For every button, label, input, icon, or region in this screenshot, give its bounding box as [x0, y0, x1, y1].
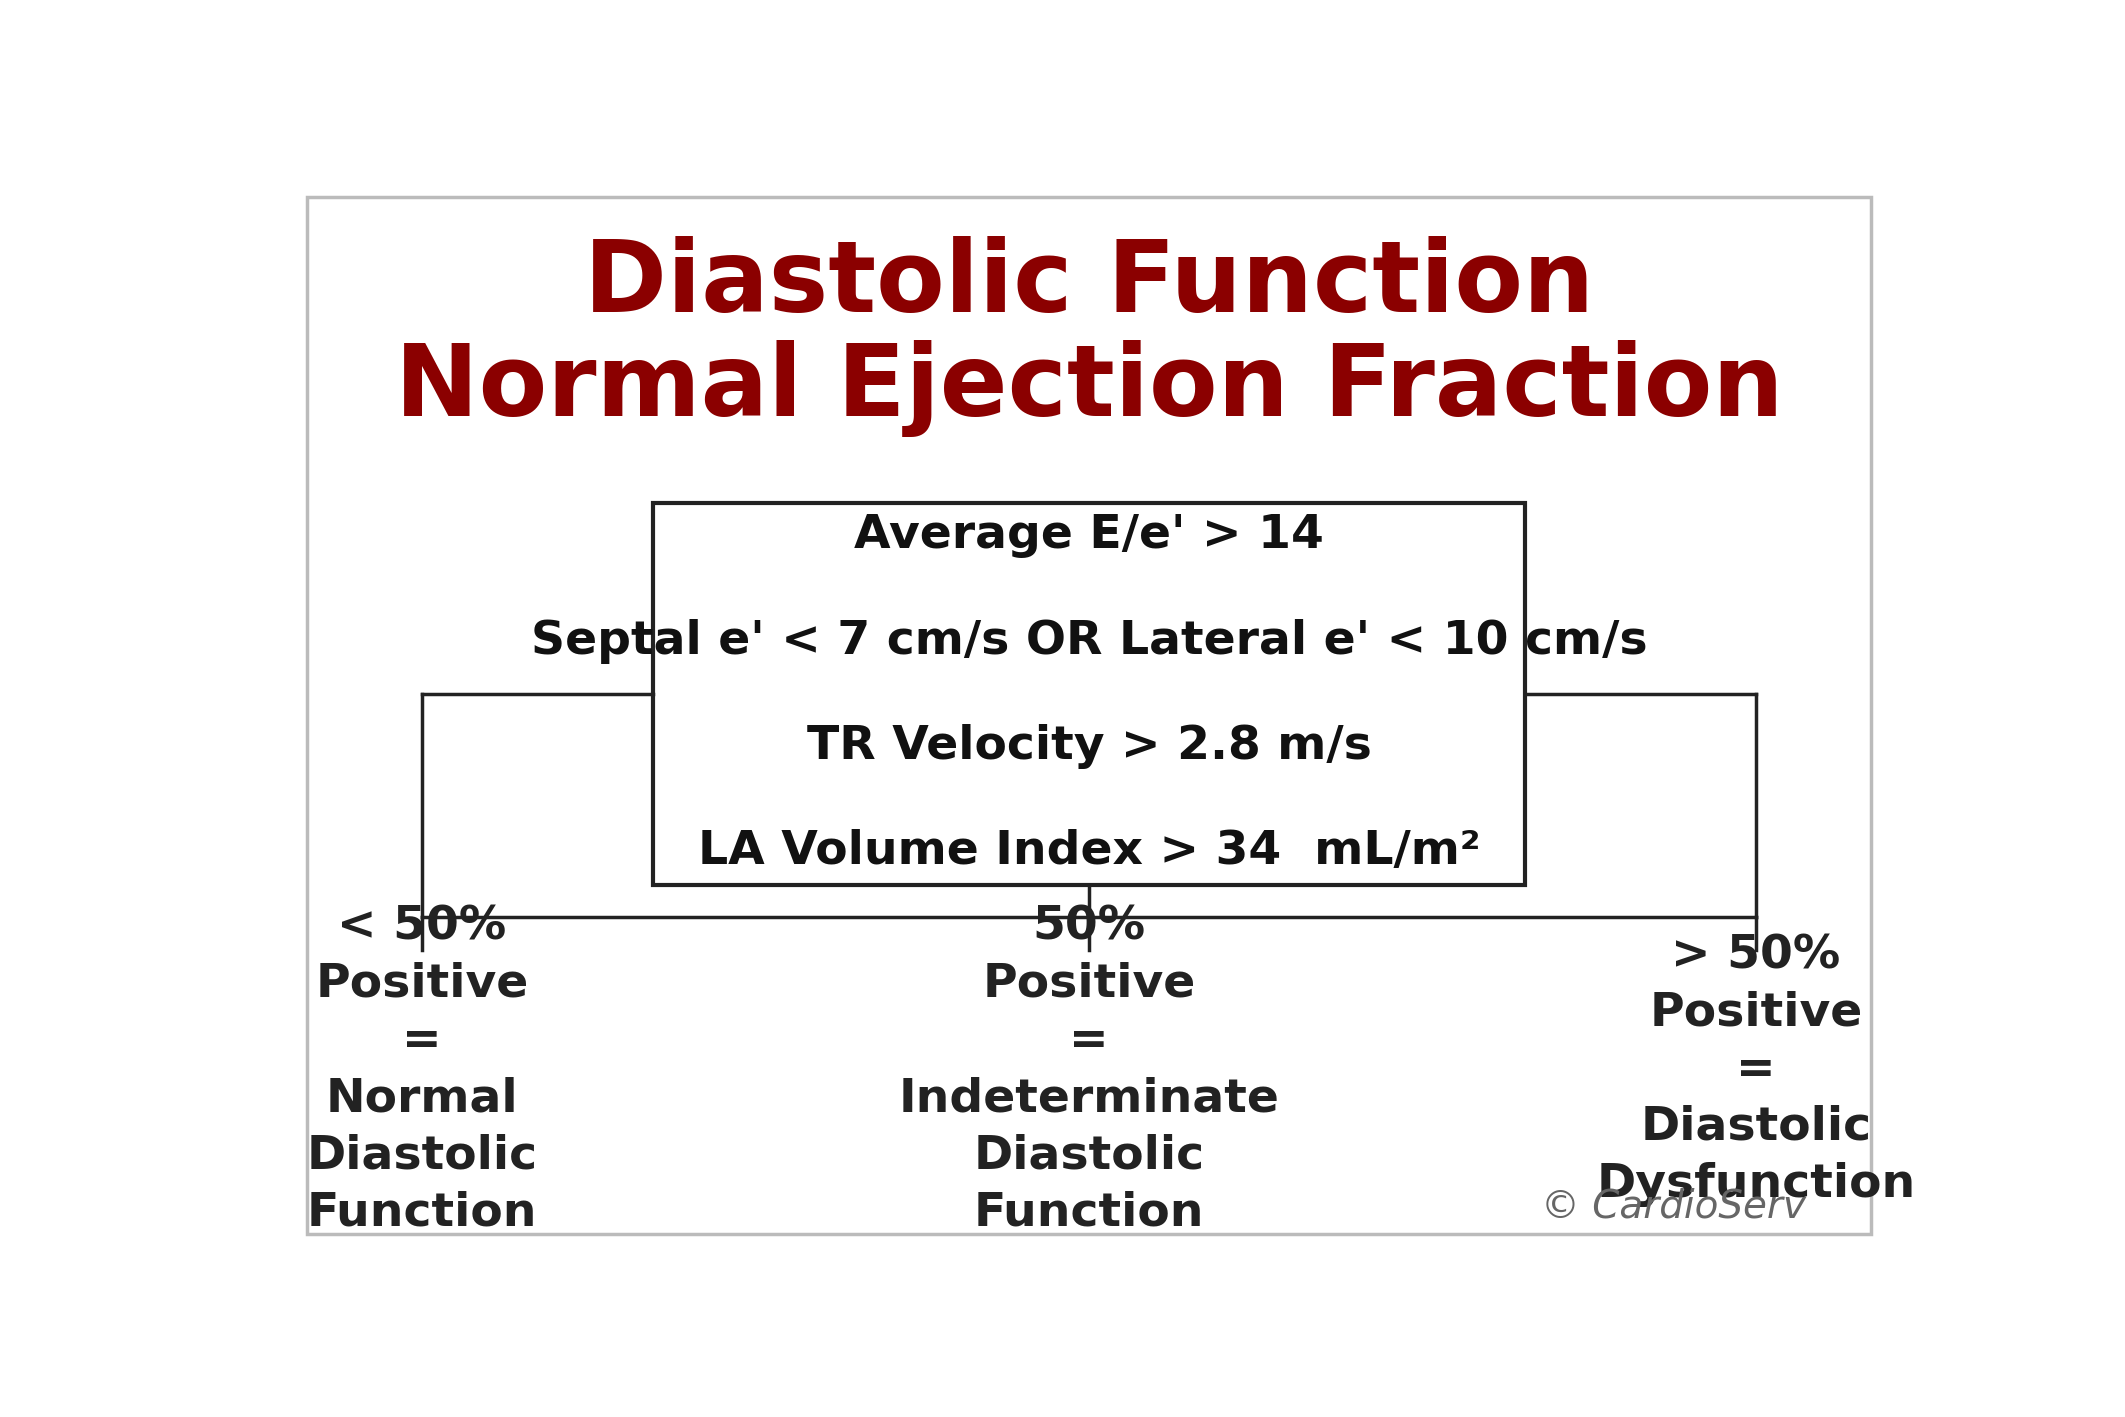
- Text: < 50%
Positive
=
Normal
Diastolic
Function: < 50% Positive = Normal Diastolic Functi…: [306, 904, 538, 1236]
- Text: Diastolic Function: Diastolic Function: [584, 237, 1594, 333]
- Text: Normal Ejection Fraction: Normal Ejection Fraction: [395, 340, 1783, 436]
- Text: © CardioServ: © CardioServ: [1541, 1187, 1806, 1226]
- Text: > 50%
Positive
=
Diastolic
Dysfunction: > 50% Positive = Diastolic Dysfunction: [1596, 934, 1915, 1207]
- FancyBboxPatch shape: [652, 503, 1526, 884]
- Text: Average E/e' > 14: Average E/e' > 14: [854, 513, 1324, 558]
- Text: Septal e' < 7 cm/s OR Lateral e' < 10 cm/s: Septal e' < 7 cm/s OR Lateral e' < 10 cm…: [531, 619, 1647, 663]
- FancyBboxPatch shape: [306, 197, 1872, 1234]
- Text: 50%
Positive
=
Indeterminate
Diastolic
Function: 50% Positive = Indeterminate Diastolic F…: [899, 904, 1279, 1236]
- Text: LA Volume Index > 34  mL/m²: LA Volume Index > 34 mL/m²: [697, 829, 1481, 874]
- Text: TR Velocity > 2.8 m/s: TR Velocity > 2.8 m/s: [808, 724, 1371, 769]
